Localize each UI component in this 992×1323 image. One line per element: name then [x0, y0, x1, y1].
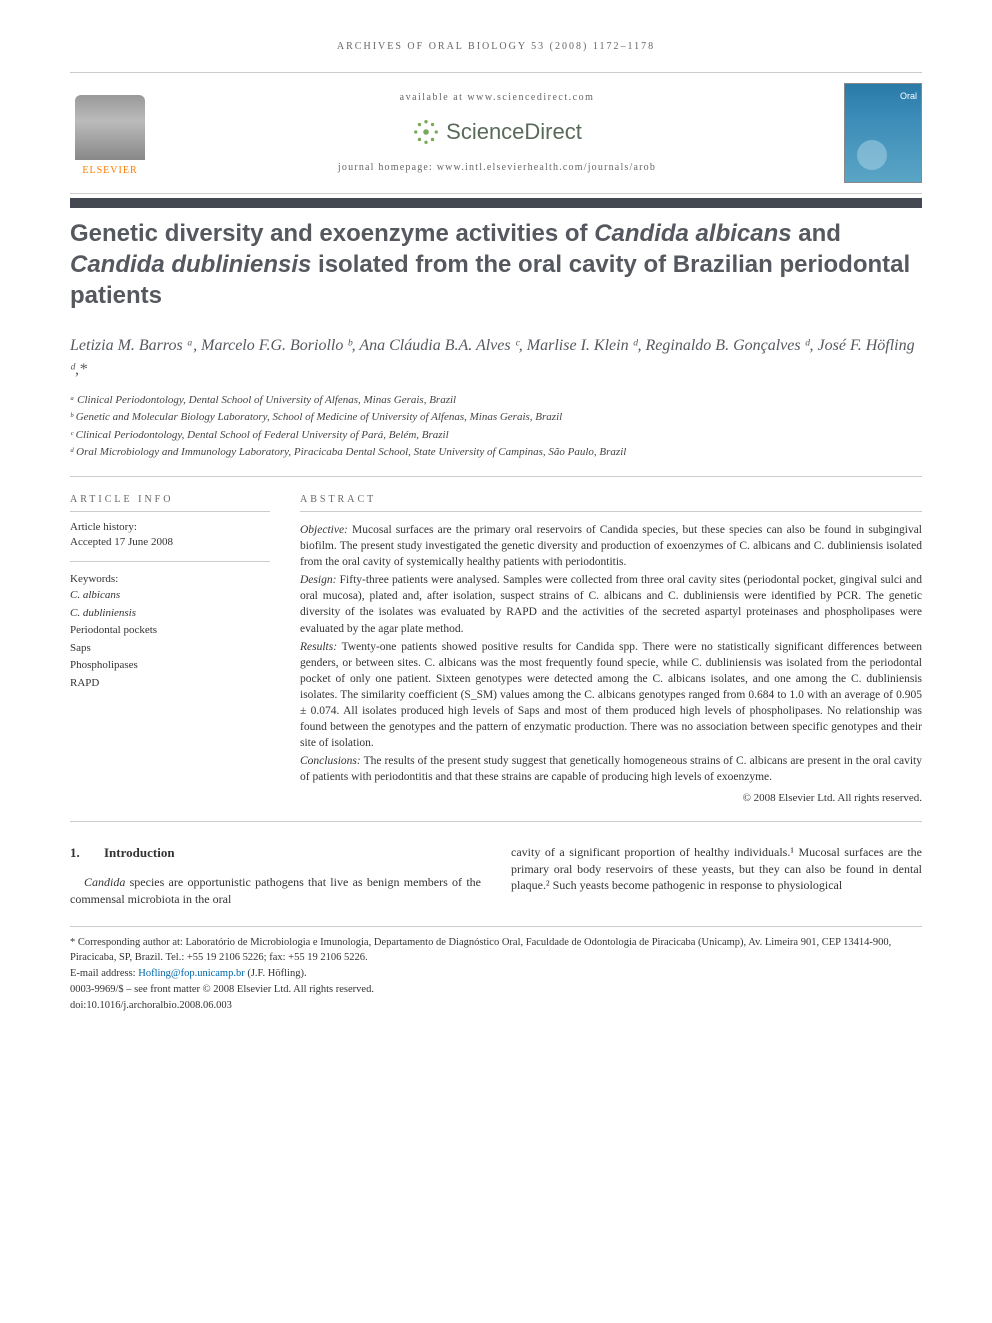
issn-line: 0003-9969/$ – see front matter © 2008 El… — [70, 982, 922, 998]
running-head: ARCHIVES OF ORAL BIOLOGY 53 (2008) 1172–… — [70, 40, 922, 54]
journal-homepage-text: journal homepage: www.intl.elsevierhealt… — [150, 161, 844, 175]
keyword-item: C. dubliniensis — [70, 605, 270, 623]
keyword-item: Saps — [70, 640, 270, 658]
body-column-left: 1.Introduction Candida species are oppor… — [70, 844, 481, 908]
cover-title: Oral — [900, 90, 917, 103]
available-at-text: available at www.sciencedirect.com — [150, 91, 844, 105]
author-list: Letizia M. Barros ᵃ, Marcelo F.G. Boriol… — [70, 334, 922, 382]
abstract-column: ABSTRACT Objective: Mucosal surfaces are… — [300, 493, 922, 807]
corresponding-author: * Corresponding author at: Laboratório d… — [70, 935, 922, 967]
abstract-conclusions: Conclusions: The results of the present … — [300, 753, 922, 785]
elsevier-tree-icon — [75, 95, 145, 160]
abstract-objective: Objective: Mucosal surfaces are the prim… — [300, 522, 922, 570]
title-accent-bar — [70, 198, 922, 208]
body-column-right: cavity of a significant proportion of he… — [511, 844, 922, 908]
keyword-item: Periodontal pockets — [70, 622, 270, 640]
keywords-label: Keywords: — [70, 572, 270, 587]
journal-cover-thumbnail: Oral — [844, 83, 922, 183]
history-label: Article history: — [70, 520, 270, 535]
body-two-column: 1.Introduction Candida species are oppor… — [70, 844, 922, 908]
elsevier-wordmark: ELSEVIER — [82, 164, 137, 178]
email-link[interactable]: Hofling@fop.unicamp.br — [138, 968, 244, 979]
keyword-item: C. albicans — [70, 587, 270, 605]
footnote-block: * Corresponding author at: Laboratório d… — [70, 926, 922, 1014]
abstract-design: Design: Fifty-three patients were analys… — [300, 572, 922, 636]
sciencedirect-wordmark: ScienceDirect — [446, 117, 582, 148]
section-heading-introduction: 1.Introduction — [70, 844, 481, 862]
affiliation-item: ᵇ Genetic and Molecular Biology Laborato… — [70, 409, 922, 427]
journal-header: ELSEVIER available at www.sciencedirect.… — [70, 72, 922, 194]
body-paragraph: cavity of a significant proportion of he… — [511, 844, 922, 894]
affiliation-item: ᶜ Clinical Periodontology, Dental School… — [70, 427, 922, 445]
affiliation-item: ᵈ Oral Microbiology and Immunology Labor… — [70, 444, 922, 462]
keyword-item: RAPD — [70, 675, 270, 693]
abstract-copyright: © 2008 Elsevier Ltd. All rights reserved… — [300, 791, 922, 806]
article-title: Genetic diversity and exoenzyme activiti… — [70, 218, 922, 312]
abstract-results: Results: Twenty-one patients showed posi… — [300, 639, 922, 752]
article-info-column: ARTICLE INFO Article history: Accepted 1… — [70, 493, 270, 807]
sciencedirect-logo: ScienceDirect — [150, 117, 844, 148]
keyword-item: Phospholipases — [70, 657, 270, 675]
email-line: E-mail address: Hofling@fop.unicamp.br (… — [70, 966, 922, 982]
abstract-heading: ABSTRACT — [300, 493, 922, 512]
sciencedirect-burst-icon — [412, 118, 440, 146]
doi-line: doi:10.1016/j.archoralbio.2008.06.003 — [70, 998, 922, 1014]
keywords-list: C. albicans C. dubliniensis Periodontal … — [70, 587, 270, 693]
affiliations: ᵃ Clinical Periodontology, Dental School… — [70, 392, 922, 477]
body-paragraph: Candida species are opportunistic pathog… — [70, 874, 481, 908]
elsevier-logo: ELSEVIER — [70, 88, 150, 178]
article-info-heading: ARTICLE INFO — [70, 493, 270, 512]
history-value: Accepted 17 June 2008 — [70, 535, 270, 550]
affiliation-item: ᵃ Clinical Periodontology, Dental School… — [70, 392, 922, 410]
